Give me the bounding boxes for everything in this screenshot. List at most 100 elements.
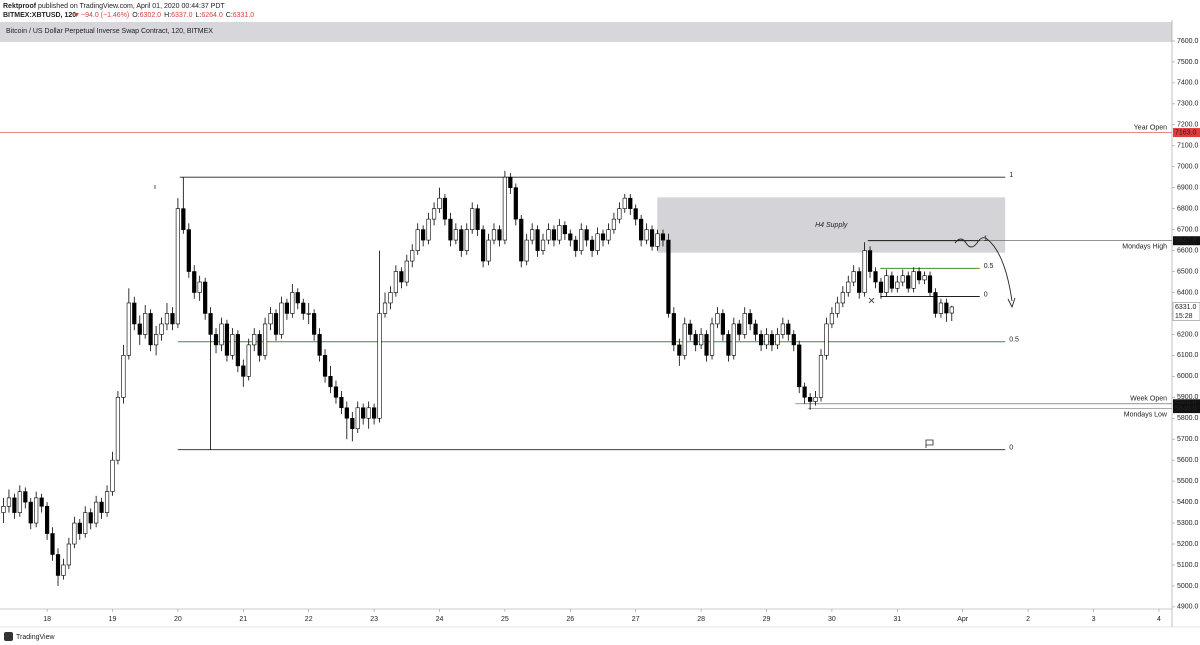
candle-body	[944, 302, 949, 314]
candle-body	[448, 218, 453, 241]
y-tick-label: 6400.0	[1177, 289, 1199, 296]
candle-body	[61, 564, 66, 576]
candle-body	[241, 365, 246, 377]
level-name: Mondays High	[1122, 244, 1167, 251]
candle-body	[758, 334, 764, 346]
candle-body	[333, 386, 339, 398]
fib-label: 0.5	[984, 263, 994, 270]
candle-body	[639, 218, 644, 241]
down-icon	[74, 13, 79, 17]
y-tick-label: 7300.0	[1177, 101, 1199, 108]
candle-body	[339, 396, 344, 409]
title-bar	[0, 22, 1172, 42]
arrow-head	[1007, 297, 1016, 309]
flag-icon	[925, 439, 934, 448]
candle-body	[884, 275, 889, 293]
candle-body	[524, 239, 529, 262]
y-tick-label: 7500.0	[1177, 59, 1199, 66]
candle-body	[699, 334, 704, 346]
projection-arrow	[954, 237, 1013, 302]
plot-area: H4 Supply Year Open Mondays High Week Open M…	[0, 124, 1172, 586]
candle-body	[99, 501, 104, 513]
candle-body	[873, 271, 878, 283]
candle-body	[688, 323, 693, 335]
candle-body	[382, 302, 388, 314]
candle-body	[213, 334, 219, 346]
candle-body	[513, 187, 518, 220]
y-tick-label: 6800.0	[1177, 205, 1199, 212]
candle-body	[115, 396, 121, 461]
candle-body	[737, 323, 742, 335]
candle-body	[34, 497, 39, 524]
candle-body	[867, 250, 873, 272]
candle-body	[377, 313, 382, 419]
author: Rektproof	[3, 3, 37, 10]
published: published on TradingView.com, April 01, …	[38, 3, 225, 10]
candle-body	[486, 239, 491, 262]
y-tick-label: 6100.0	[1177, 352, 1199, 359]
x-tick-label: 22	[305, 616, 313, 623]
candle-body	[813, 396, 818, 402]
header-line-2: −94.0 (−1.46%) O:6302.0 H:6337.0 L:6264.0 C:…	[81, 12, 254, 19]
candle-body	[312, 313, 317, 335]
fib-label: 0	[984, 291, 988, 298]
candle-body	[600, 233, 606, 241]
candle-body	[279, 302, 284, 335]
candle-body	[649, 229, 655, 247]
chart-title: Bitcoin / US Dollar Perpetual Inverse Sw…	[6, 28, 213, 35]
x-tick-label: 25	[501, 616, 509, 623]
candle-body	[666, 239, 671, 314]
fib-label: 1	[1009, 172, 1013, 179]
candle-body	[764, 334, 769, 346]
candle-body	[617, 208, 622, 220]
candle-body	[889, 275, 894, 289]
ohlc-key: H:	[164, 12, 171, 19]
candle-body	[491, 229, 497, 241]
candle-body	[257, 334, 262, 356]
ohlc-value: 6302.0	[140, 12, 162, 19]
candle-body	[284, 302, 290, 314]
candle-body	[404, 260, 409, 283]
x-tick-label: 2	[1026, 616, 1030, 623]
candle-body	[301, 302, 306, 314]
candle-body	[497, 229, 502, 241]
candle-body	[611, 218, 617, 230]
candle-body	[306, 313, 311, 315]
y-tick-label: 6600.0	[1177, 247, 1199, 254]
candle-body	[851, 271, 856, 283]
candle-body	[606, 229, 611, 241]
fib-label: 0.5	[1009, 337, 1019, 344]
candle-body	[589, 239, 595, 251]
candle-body	[622, 197, 627, 209]
candle-body	[840, 292, 845, 304]
candle-body	[780, 323, 785, 335]
candle-body	[824, 323, 829, 356]
zone-label: H4 Supply	[815, 222, 848, 229]
brand: TradingView	[16, 634, 55, 641]
y-tick-label: 4900.0	[1177, 604, 1199, 611]
y-tick-label: 7200.0	[1177, 122, 1199, 129]
candle-body	[1, 505, 6, 513]
candle-body	[857, 271, 862, 293]
candle-body	[818, 355, 824, 398]
candle-body	[459, 229, 464, 251]
candle-body	[50, 533, 55, 555]
candle-body	[148, 313, 153, 346]
x-tick-label: 24	[436, 616, 444, 623]
candle-body	[900, 275, 905, 283]
fib-label: 1	[984, 236, 988, 243]
candle-body	[126, 302, 131, 356]
brand-logo	[4, 632, 13, 641]
candle-body	[66, 543, 71, 566]
x-tick-label: 31	[893, 616, 901, 623]
candle-body	[17, 491, 22, 513]
candle-body	[682, 323, 687, 356]
ohlc-key: L:	[196, 12, 202, 19]
candle-body	[791, 334, 796, 346]
level-name: Week Open	[1130, 396, 1167, 403]
candle-body	[192, 271, 197, 293]
candle-body	[677, 344, 682, 356]
candle-body	[273, 313, 279, 335]
candle-body	[159, 323, 164, 335]
